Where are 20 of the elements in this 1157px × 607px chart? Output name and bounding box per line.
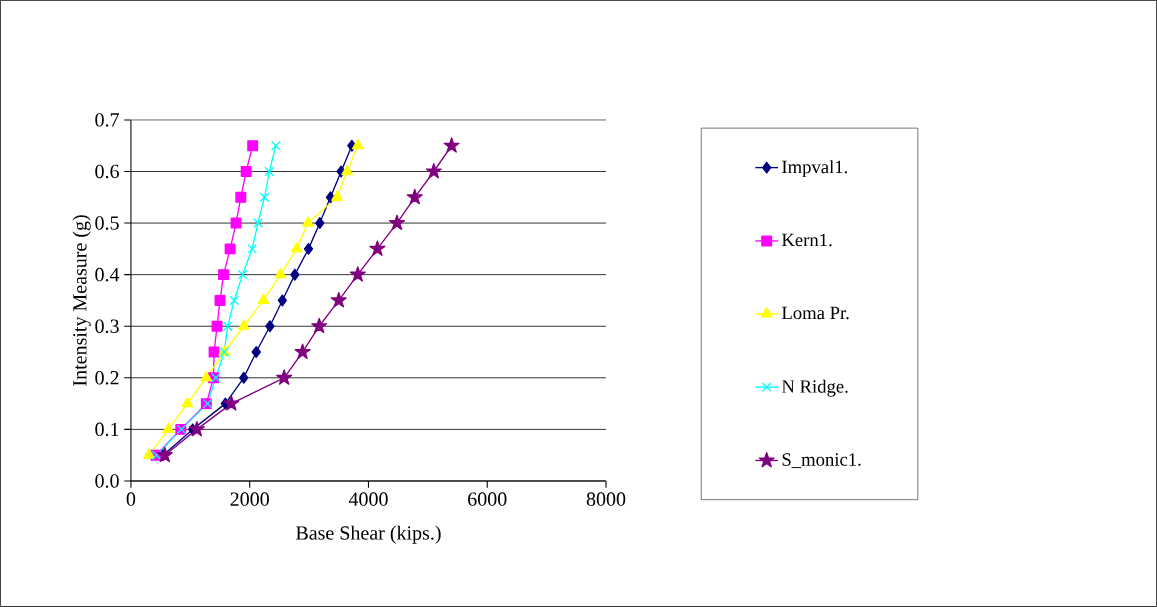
x-tick-label: 6000 <box>468 492 507 506</box>
y-tick-label: 0.7 <box>95 113 119 127</box>
x-tick-label: 0 <box>126 492 136 506</box>
x-tick-label: 8000 <box>586 492 626 506</box>
legend-label: Impval1. <box>782 160 848 178</box>
y-tick-label: 0.0 <box>95 474 119 488</box>
x-tick-label: 4000 <box>348 492 388 506</box>
legend-label: N Ridge. <box>781 379 848 397</box>
y-tick-label: 0.4 <box>95 267 120 282</box>
legend-label: Loma Pr. <box>781 306 849 320</box>
y-tick-label: 0.1 <box>95 422 119 437</box>
y-tick-label: 0.2 <box>95 371 119 385</box>
y-tick-label: 0.5 <box>95 216 119 230</box>
y-tick-label: 0.3 <box>95 319 119 334</box>
x-tick-label: 2000 <box>230 492 269 506</box>
legend-label: S_monic1. <box>782 453 861 469</box>
x-axis-title: Base Shear (kips.) <box>296 525 441 544</box>
y-tick-label: 0.6 <box>95 164 119 179</box>
legend-label: Kern1. <box>781 233 832 247</box>
y-axis-title: Intensity Measure (g) <box>72 215 91 386</box>
